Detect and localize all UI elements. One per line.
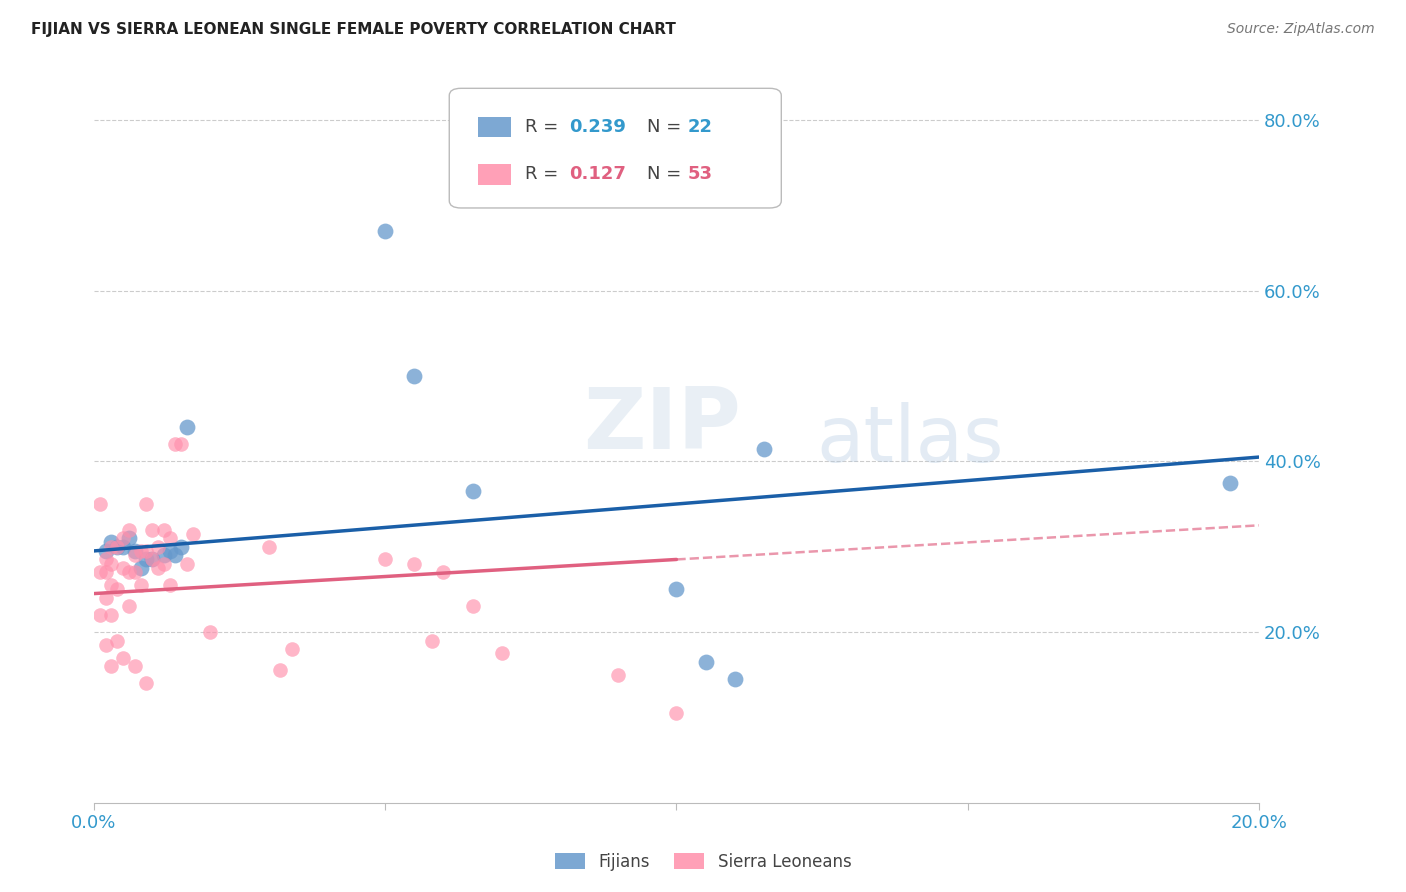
Point [100,659,122,673]
FancyBboxPatch shape [450,88,782,208]
Point [129,578,152,592]
Point [89,607,111,622]
Point [89,497,111,511]
Point [170,437,193,451]
Point [153,548,176,562]
Point [159,531,181,545]
Point [100,578,122,592]
Point [105,540,128,554]
Point [141,552,163,566]
Text: R =: R = [524,118,564,136]
FancyBboxPatch shape [478,117,510,137]
Point [176,557,198,571]
Point [146,561,169,575]
Text: atlas: atlas [817,402,1004,478]
Point [257,540,280,554]
Point [135,676,157,690]
FancyBboxPatch shape [478,164,510,185]
Point [165,548,187,562]
Point [170,540,193,554]
Point [665,706,688,720]
Point [695,655,717,669]
Point [105,582,128,597]
Point [1219,475,1241,490]
Point [100,607,122,622]
Point [105,633,128,648]
Point [665,582,688,597]
Text: N =: N = [647,165,688,184]
Point [200,624,222,639]
Point [112,531,135,545]
Point [94,544,117,558]
Point [374,224,396,238]
Point [135,552,157,566]
Point [124,544,146,558]
Point [118,523,141,537]
Point [118,531,141,545]
Point [404,369,426,384]
Point [100,540,122,554]
Point [752,442,775,456]
Point [159,578,181,592]
Point [100,557,122,571]
Point [165,437,187,451]
Point [281,642,304,657]
Point [461,484,484,499]
Point [112,540,135,554]
Point [89,566,111,580]
Point [124,548,146,562]
Point [176,420,198,434]
Text: 22: 22 [688,118,713,136]
Point [94,591,117,605]
Point [112,650,135,665]
Point [100,535,122,549]
Point [124,659,146,673]
Text: 53: 53 [688,165,713,184]
Point [124,566,146,580]
Point [420,633,443,648]
Text: Source: ZipAtlas.com: Source: ZipAtlas.com [1227,22,1375,37]
Point [159,544,181,558]
Point [129,544,152,558]
Point [105,540,128,554]
Text: R =: R = [524,165,564,184]
Point [374,552,396,566]
Point [491,646,513,660]
Point [432,566,454,580]
Point [135,544,157,558]
Point [404,557,426,571]
Point [135,497,157,511]
Point [141,523,163,537]
Point [607,667,630,681]
Text: FIJIAN VS SIERRA LEONEAN SINGLE FEMALE POVERTY CORRELATION CHART: FIJIAN VS SIERRA LEONEAN SINGLE FEMALE P… [31,22,676,37]
Point [94,638,117,652]
Text: 0.239: 0.239 [569,118,626,136]
Point [146,540,169,554]
Point [118,599,141,614]
Point [269,664,291,678]
Point [181,526,204,541]
Point [129,561,152,575]
Text: ZIP: ZIP [583,384,741,467]
Point [112,561,135,575]
Point [153,557,176,571]
Point [461,599,484,614]
Point [118,566,141,580]
Point [141,552,163,566]
Point [94,552,117,566]
Point [153,523,176,537]
Point [724,672,747,686]
Point [94,566,117,580]
Text: N =: N = [647,118,688,136]
Text: 0.127: 0.127 [569,165,626,184]
Legend: Fijians, Sierra Leoneans: Fijians, Sierra Leoneans [546,845,860,880]
